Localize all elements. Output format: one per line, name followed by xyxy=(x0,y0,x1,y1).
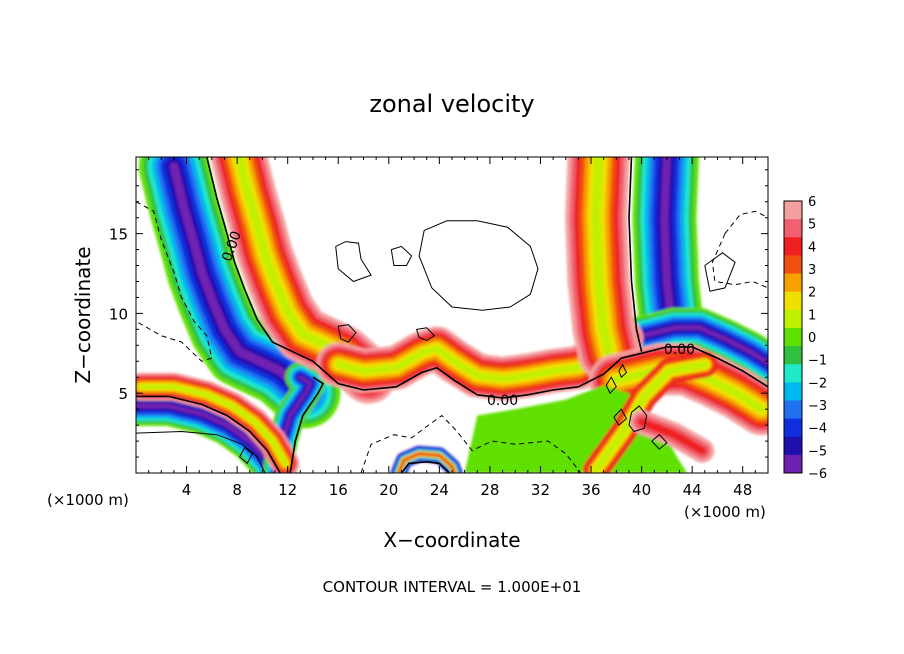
colorbar-swatch xyxy=(784,418,802,438)
chart-title: zonal velocity xyxy=(369,90,534,118)
colorbar-tick-label: −6 xyxy=(808,467,827,482)
positive-band xyxy=(335,335,625,382)
positive-band xyxy=(592,361,709,473)
x-axis-ticks: 4 8 12 16 20 24 28 32 36 40 44 48 xyxy=(148,157,756,499)
contour-lines xyxy=(136,157,768,473)
colorbar-swatch xyxy=(784,454,802,474)
contour-labels: 0.000.000.00 xyxy=(219,229,695,409)
colorbar-frame xyxy=(783,200,803,474)
positive-contour-line xyxy=(651,434,668,450)
positive-contour-line xyxy=(628,405,648,433)
colorbar-tick-label: 0 xyxy=(808,331,816,346)
colorbar-swatch xyxy=(784,382,802,401)
colorbar-tick-label: −4 xyxy=(808,422,827,437)
x-tick-label: 20 xyxy=(379,481,398,499)
colorbar-tick-label: −3 xyxy=(808,399,827,414)
y-tick-label: 5 xyxy=(118,385,128,403)
colorbar-swatch xyxy=(784,364,802,383)
velocity-field xyxy=(136,157,768,473)
x-tick-label: 48 xyxy=(733,481,752,499)
colorbar-tick-label: −1 xyxy=(808,354,827,369)
zero-contour-line xyxy=(206,157,768,399)
negative-band xyxy=(169,162,310,398)
x-tick-label: 4 xyxy=(182,481,192,499)
colorbar-tick-label: 6 xyxy=(808,195,816,210)
colorbar-swatch xyxy=(784,201,802,220)
negative-contour-line xyxy=(492,440,582,473)
colorbar-swatch xyxy=(784,400,802,419)
colorbar-tick-label: −5 xyxy=(808,444,827,459)
x-tick-label: 12 xyxy=(278,481,297,499)
colorbar-swatch xyxy=(784,291,802,311)
colorbar-swatch xyxy=(784,273,802,292)
colorbar-swatch xyxy=(784,436,802,456)
x-unit-right: (×1000 m) xyxy=(684,503,766,521)
colorbar-swatch xyxy=(784,309,802,329)
colorbar-swatch xyxy=(784,237,802,256)
colorbar-swatch xyxy=(784,255,802,274)
colorbar-tick-label: 3 xyxy=(808,263,816,278)
x-tick-label: 8 xyxy=(232,481,242,499)
y-tick-label: 10 xyxy=(109,305,128,323)
colorbar-swatch xyxy=(784,327,802,347)
positive-contour-line xyxy=(136,430,266,473)
zero-contour-line xyxy=(628,157,643,352)
bulb-band xyxy=(397,452,456,473)
positive-contour-line xyxy=(605,376,617,395)
negative-band xyxy=(626,325,768,366)
contour-label: 0.00 xyxy=(664,342,695,358)
colorbar-swatch xyxy=(784,219,802,238)
positive-band xyxy=(139,384,288,466)
positive-contour-line xyxy=(418,220,539,311)
x-tick-label: 24 xyxy=(430,481,449,499)
x-tick-label: 32 xyxy=(531,481,550,499)
x-tick-label: 16 xyxy=(329,481,348,499)
y-axis-ticks: 5 10 15 xyxy=(109,169,768,458)
colorbar-tick-label: 4 xyxy=(808,240,816,255)
positive-contour-line xyxy=(337,324,357,343)
positive-contour-line xyxy=(704,252,736,292)
x-tick-label: 40 xyxy=(632,481,651,499)
x-unit-left: (×1000 m) xyxy=(47,491,129,509)
negative-contour-line xyxy=(360,414,493,473)
y-tick-label: 15 xyxy=(109,226,128,244)
positive-contour-line xyxy=(613,408,628,426)
y-axis-label: Z−coordinate xyxy=(71,246,95,383)
negative-contour-line xyxy=(724,210,768,234)
colorbar-swatch xyxy=(784,346,802,365)
colorbar-tick-label: 5 xyxy=(808,218,816,233)
colorbar-tick-label: 2 xyxy=(808,286,816,301)
positive-band xyxy=(637,417,707,455)
colorbar: 6 5 4 3 2 1 0 −1 −2 −3 −4 −5 −6 xyxy=(783,195,827,482)
colorbar-tick-label: 1 xyxy=(808,308,816,323)
positive-contour-line xyxy=(239,446,253,465)
contour-interval-footer: CONTOUR INTERVAL = 1.000E+01 xyxy=(323,578,582,596)
zero-contour-line xyxy=(289,376,325,473)
zero-contour-line xyxy=(136,395,281,473)
positive-contour-line xyxy=(335,241,372,283)
x-tick-label: 28 xyxy=(480,481,499,499)
positive-contour-line xyxy=(390,245,413,266)
x-tick-label: 36 xyxy=(581,481,600,499)
negative-contour-line xyxy=(136,201,213,362)
x-tick-label: 44 xyxy=(683,481,702,499)
negative-contour-line xyxy=(711,233,768,289)
colorbar-tick-label: −2 xyxy=(808,376,827,391)
contour-label: 0.00 xyxy=(487,393,518,409)
x-axis-label: X−coordinate xyxy=(383,528,520,552)
positive-band xyxy=(591,157,614,357)
zero-contour-line xyxy=(400,460,451,473)
positive-contour-line xyxy=(618,363,628,379)
positive-contour-line xyxy=(415,327,436,342)
